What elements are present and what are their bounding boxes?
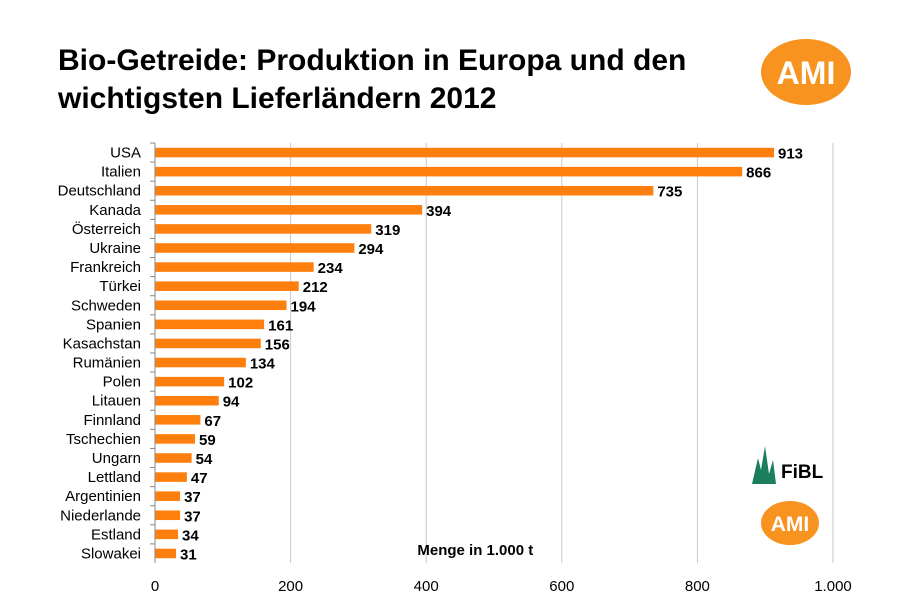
bar bbox=[155, 434, 196, 444]
category-label: Österreich bbox=[72, 220, 141, 238]
category-label: Spanien bbox=[86, 316, 141, 333]
x-tick-label: 800 bbox=[685, 578, 710, 595]
category-label: Kasachstan bbox=[63, 335, 141, 352]
x-tick-labels: 0 200 400 600 800 1.000 bbox=[151, 578, 852, 595]
fibl-logo: FiBL bbox=[752, 446, 824, 484]
bar bbox=[155, 338, 261, 349]
chart-title: Bio-Getreide: Produktion in Europa und d… bbox=[58, 42, 758, 118]
value-label: 47 bbox=[191, 470, 208, 487]
bar bbox=[155, 243, 355, 253]
title-line-1: Bio-Getreide: Produktion in Europa und d… bbox=[58, 44, 687, 77]
bar bbox=[155, 395, 219, 406]
category-label: Türkei bbox=[99, 278, 141, 295]
bar bbox=[155, 205, 423, 215]
fibl-logo-text: FiBL bbox=[781, 462, 824, 483]
value-label: 866 bbox=[746, 165, 771, 182]
value-label: 319 bbox=[375, 222, 400, 239]
bar bbox=[155, 262, 314, 272]
value-labels: 913 866 735 394 319 294 234 212 194 161 156 134 102 9… bbox=[180, 146, 803, 564]
value-label: 294 bbox=[358, 241, 384, 258]
value-label: 37 bbox=[184, 489, 201, 506]
ami-logo-small: AMI bbox=[761, 501, 819, 545]
bar bbox=[155, 357, 246, 368]
category-label: Lettland bbox=[88, 469, 141, 486]
bar bbox=[155, 548, 177, 559]
value-label: 394 bbox=[426, 203, 452, 220]
category-label: Estland bbox=[91, 526, 141, 543]
bar bbox=[155, 472, 187, 482]
x-tick-label: 1.000 bbox=[814, 578, 852, 595]
bar bbox=[155, 376, 225, 387]
category-label: Ungarn bbox=[92, 450, 141, 467]
bar bbox=[155, 224, 372, 234]
bar bbox=[155, 166, 743, 177]
category-label: Frankreich bbox=[70, 259, 141, 276]
value-label: 54 bbox=[196, 451, 213, 468]
value-label: 34 bbox=[182, 527, 199, 544]
category-label: Ukraine bbox=[89, 240, 141, 257]
ami-logo-small-text: AMI bbox=[771, 513, 810, 536]
value-label: 67 bbox=[204, 413, 221, 430]
category-label: Slowakei bbox=[81, 545, 141, 562]
value-label: 234 bbox=[318, 260, 344, 277]
ami-logo: AMI bbox=[761, 39, 851, 105]
bar bbox=[155, 319, 265, 330]
title-line-2: wichtigsten Lieferländern 2012 bbox=[58, 82, 497, 115]
category-label: Kanada bbox=[89, 202, 141, 219]
category-label: Polen bbox=[103, 374, 141, 391]
value-label: 94 bbox=[223, 394, 240, 411]
bars bbox=[150, 142, 775, 559]
value-label: 59 bbox=[199, 432, 216, 449]
value-label: 913 bbox=[778, 146, 803, 163]
bar bbox=[155, 281, 299, 291]
bar bbox=[155, 529, 179, 540]
category-label: Finnland bbox=[83, 412, 141, 429]
ami-logo-oval bbox=[761, 39, 851, 105]
x-tick-label: 400 bbox=[414, 578, 439, 595]
value-label: 161 bbox=[268, 317, 293, 334]
bar bbox=[155, 510, 181, 521]
x-tick-label: 200 bbox=[278, 578, 303, 595]
value-label: 37 bbox=[184, 508, 201, 525]
category-label: USA bbox=[110, 145, 141, 162]
bar bbox=[155, 415, 201, 425]
x-tick-label: 600 bbox=[549, 578, 574, 595]
value-label: 102 bbox=[228, 375, 253, 392]
bar bbox=[155, 491, 181, 501]
bar bbox=[155, 147, 775, 158]
value-label: 31 bbox=[180, 546, 197, 563]
category-label: Tschechien bbox=[66, 431, 141, 448]
fibl-logo-mark bbox=[752, 446, 776, 484]
category-label: Niederlande bbox=[60, 507, 141, 524]
category-label: Italien bbox=[101, 164, 141, 181]
bar bbox=[155, 185, 654, 196]
value-label: 194 bbox=[291, 298, 317, 315]
category-label: Deutschland bbox=[58, 183, 141, 200]
x-tick-label: 0 bbox=[151, 578, 159, 595]
value-label: 134 bbox=[250, 356, 276, 373]
category-label: Argentinien bbox=[65, 488, 141, 505]
value-label: 212 bbox=[303, 279, 328, 296]
bar bbox=[155, 300, 287, 311]
value-label: 156 bbox=[265, 336, 290, 353]
bar bbox=[155, 453, 192, 463]
category-label: Litauen bbox=[92, 393, 141, 410]
ami-logo-text: AMI bbox=[777, 55, 836, 91]
ami-logo-small-oval bbox=[761, 501, 819, 545]
category-label: Schweden bbox=[71, 297, 141, 314]
category-label: Rumänien bbox=[73, 355, 141, 372]
unit-annotation: Menge in 1.000 t bbox=[417, 542, 533, 559]
value-label: 735 bbox=[657, 184, 682, 201]
